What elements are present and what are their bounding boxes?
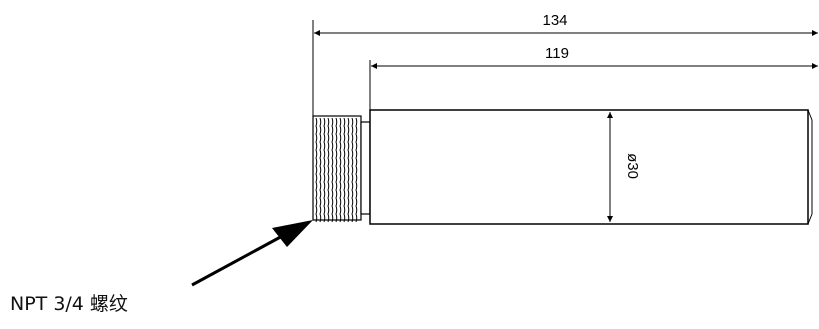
sensor-body bbox=[369, 109, 813, 225]
overall-length-value: 134 bbox=[542, 12, 567, 29]
thread-hatch-line bbox=[335, 117, 338, 223]
thread-hatch-line bbox=[347, 117, 350, 223]
body-end-top-bevel bbox=[807, 109, 813, 121]
callout-leader-line bbox=[191, 232, 287, 287]
thread-hatch-line bbox=[331, 117, 334, 223]
diameter-dimension: ø30 bbox=[607, 112, 641, 222]
thread-hatch-line bbox=[327, 117, 330, 223]
callout-arrowhead bbox=[272, 220, 313, 247]
thread-hatch-line bbox=[323, 117, 326, 223]
thread-hatch-line bbox=[319, 117, 322, 223]
body-end-bottom-bevel bbox=[807, 213, 813, 225]
thread-hatch-line bbox=[343, 117, 346, 223]
callout-leader bbox=[191, 220, 313, 287]
body-length-value: 119 bbox=[545, 45, 569, 62]
thread-hatch-line bbox=[351, 117, 354, 223]
extension-lines bbox=[312, 20, 371, 120]
thread-hatch-line bbox=[315, 117, 318, 223]
overall-length-dimension: 134 bbox=[314, 12, 818, 36]
diameter-value: ø30 bbox=[624, 153, 641, 179]
body-outline bbox=[369, 109, 809, 225]
thread-callout-label: NPT 3/4 螺纹 bbox=[10, 293, 128, 315]
body-length-dimension: 119 bbox=[371, 45, 818, 69]
thread-hatch-line bbox=[355, 117, 358, 223]
thread-neck bbox=[360, 121, 371, 215]
thread-hatch-line bbox=[339, 117, 342, 223]
thread-hatching bbox=[315, 117, 358, 223]
threaded-fitting bbox=[312, 115, 371, 223]
